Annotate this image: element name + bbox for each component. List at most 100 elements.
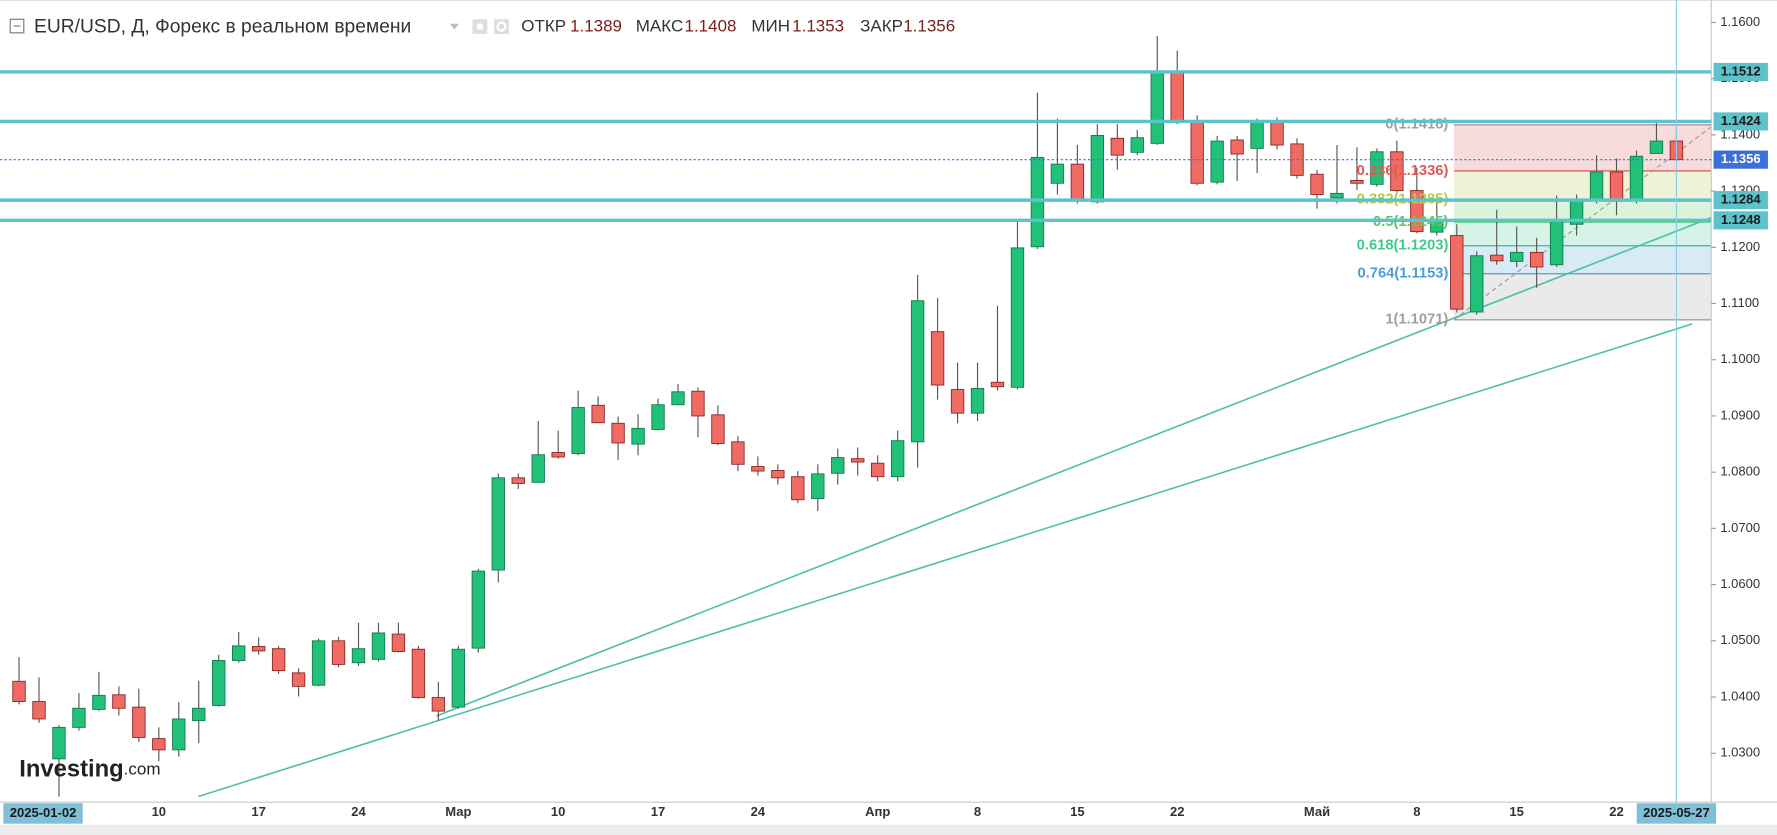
candle-body [351,648,366,664]
candle-body [1270,122,1284,146]
start-date-badge [3,803,83,824]
candle-body [451,648,466,708]
fib-label: 1(1.1071) [1385,312,1448,328]
candle-body [1310,173,1324,195]
candle-body [251,645,266,652]
cursor-date-badge [1636,803,1717,824]
eye-icon-dot [476,23,484,31]
y-tick-label: 1.0500 [1720,632,1760,647]
x-tick-label: 8 [1413,804,1420,819]
candle-body [1549,220,1564,266]
candle-body [691,390,705,417]
fib-label: 0.236(1.1336) [1357,163,1449,179]
candle-body [571,407,585,455]
x-tick-label: 15 [1509,804,1523,819]
candle-body [232,645,246,661]
ohlc-value: 1.1356 [903,17,955,36]
candle-body [471,570,486,649]
trend-line [436,216,1712,717]
x-tick-label: Май [1304,804,1330,819]
fib-label: 0.764(1.1153) [1357,266,1448,282]
fib-zone [1454,124,1712,171]
candle-body [910,300,925,443]
candle-body [391,633,406,652]
y-tick-label: 1.0600 [1720,576,1760,591]
y-tick-label: 1.0400 [1720,688,1760,703]
candle-body [551,452,565,458]
x-tick-label: 22 [1609,804,1623,819]
y-tick-label: 1.0800 [1720,464,1760,479]
candle-body [1170,70,1184,123]
candle-body [831,457,845,474]
candle-body [1250,120,1264,149]
candle-body [970,387,985,414]
candle-body [1450,235,1464,310]
level-badge [1713,211,1768,230]
y-tick-label: 1.0700 [1720,520,1760,535]
candle-body [1649,140,1664,154]
x-tick-label: Мар [445,804,471,819]
candle-body [172,718,186,751]
ohlc-label: ОТКР [521,17,566,36]
candle-body [1150,71,1164,144]
last-price-label: 1.1356 [1721,151,1761,166]
candle-body [771,470,785,479]
candle-body [112,694,126,709]
level-badge [1713,112,1768,131]
candle-body [1070,163,1085,202]
candle-body [631,427,645,445]
trend-line [198,323,1693,798]
candle-body [411,648,426,699]
candle-body [1230,139,1244,155]
level-badge [1713,62,1768,82]
dropdown-icon[interactable] [449,23,459,30]
candle-body [1010,247,1025,388]
candle-body [751,466,765,472]
x-tick-label: Апр [865,804,890,819]
fib-label: 0(1.1418) [1385,117,1448,133]
y-tick-label: 1.1200 [1720,239,1760,254]
candle-body [431,697,446,712]
candle-body [52,726,66,760]
ohlc-label: ЗАКР [860,17,903,36]
candle-body [990,381,1005,388]
candle-body [1589,171,1604,201]
y-tick-label: 1.1000 [1720,351,1760,366]
level-label: 1.1284 [1721,192,1762,207]
level-label: 1.1248 [1721,212,1761,227]
candle-body [671,391,685,406]
candle-body [32,701,46,720]
settings-icon[interactable] [494,19,509,34]
bottom-toolbar [0,824,1777,835]
collapse-icon[interactable] [9,18,25,34]
watermark-suffix: .com [124,760,161,779]
candle-body [791,476,805,501]
fib-label: 0.618(1.1203) [1357,238,1449,254]
candle-body [1190,120,1204,184]
candle-body [311,640,326,686]
candle-body [1050,163,1065,184]
candle-body [711,414,725,444]
last-price-badge [1713,150,1768,169]
candle-body [291,672,306,687]
candle-body [1110,137,1124,156]
candle-body [1509,251,1524,262]
x-tick-label: 10 [551,804,565,819]
candle-body [651,404,665,430]
x-tick-label: 24 [351,804,366,819]
candle-body [731,441,745,465]
level-label: 1.1424 [1721,113,1762,128]
level-label: 1.1512 [1721,63,1761,78]
candle-body [890,440,905,478]
x-tick-label: 8 [974,804,981,819]
candle-body [1130,137,1144,153]
candle-body [192,707,206,722]
candle-body [12,680,26,702]
ohlc-value: 1.1389 [570,17,622,36]
x-tick-label: 22 [1170,804,1184,819]
candle-body [1490,254,1504,262]
ohlc-label: МИН [751,17,790,36]
